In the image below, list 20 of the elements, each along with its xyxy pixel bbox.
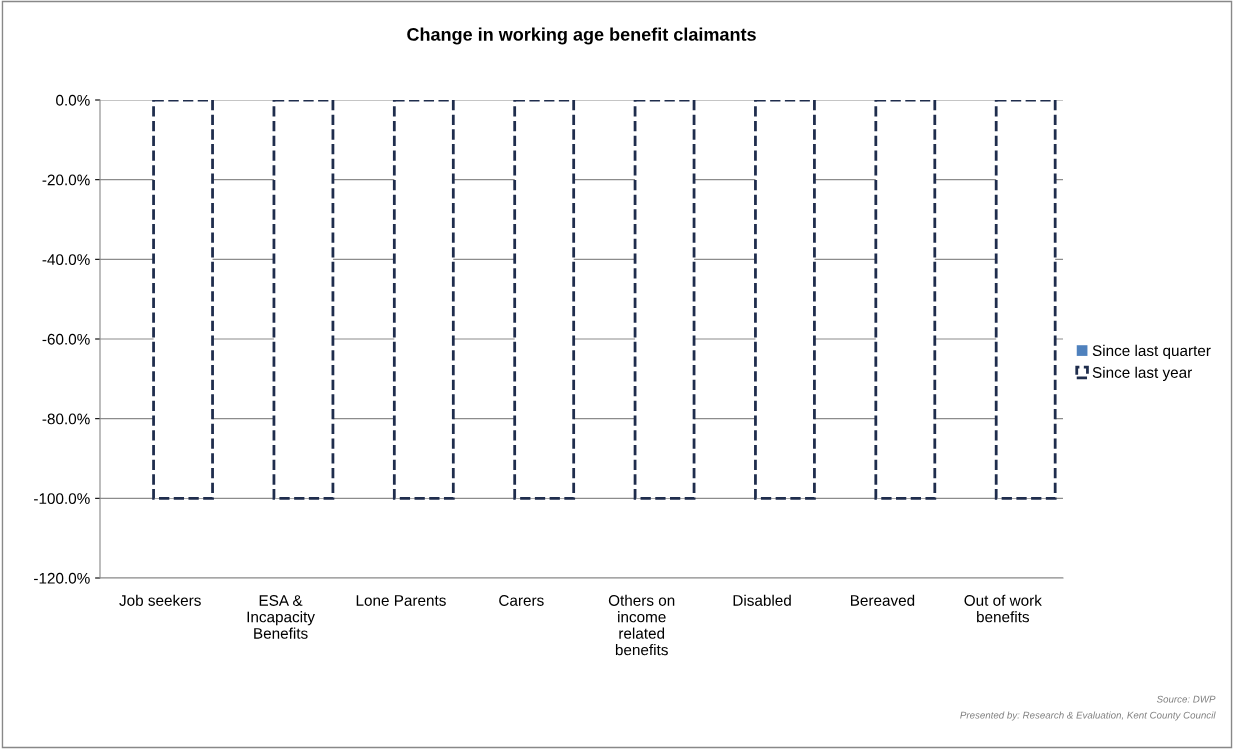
x-tick-label: Others on income related benefits [608,594,675,656]
x-tick-label: Disabled [733,594,791,606]
x-tick-label: ESA & Incapacity Benefits [247,595,315,639]
x-tick-label: Lone Parents [356,595,446,606]
y-tick-label: -20.0% [42,174,90,186]
legend-label: Since last quarter [1092,344,1211,360]
y-tick-label: -80.0% [42,413,90,425]
y-tick-label: -100.0% [34,493,90,505]
x-tick-label: Job seekers [119,594,201,606]
x-tick-label: Out of work benefits [964,594,1042,623]
y-tick-label: -40.0% [42,254,90,266]
y-tick-label: 0.0% [56,94,90,106]
x-tick-label: Bereaved [850,594,915,606]
y-tick-label: -120.0% [34,572,90,584]
legend-label: Since last year [1092,366,1192,381]
text: Presented by: Research & Evaluation, Kent County Council [960,711,1216,721]
source-note: Source: DWP [1156,695,1216,703]
chart-title: Change in working age benefit claimants [407,27,756,45]
y-tick-label: -60.0% [42,333,90,345]
x-tick-label: Carers [499,595,544,606]
